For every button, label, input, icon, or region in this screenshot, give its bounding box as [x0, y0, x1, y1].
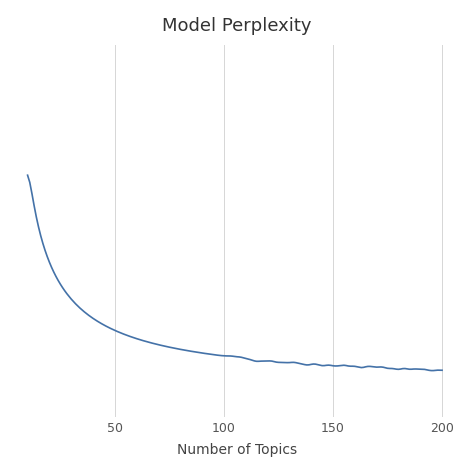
Title: Model Perplexity: Model Perplexity [162, 17, 312, 35]
X-axis label: Number of Topics: Number of Topics [177, 443, 297, 457]
